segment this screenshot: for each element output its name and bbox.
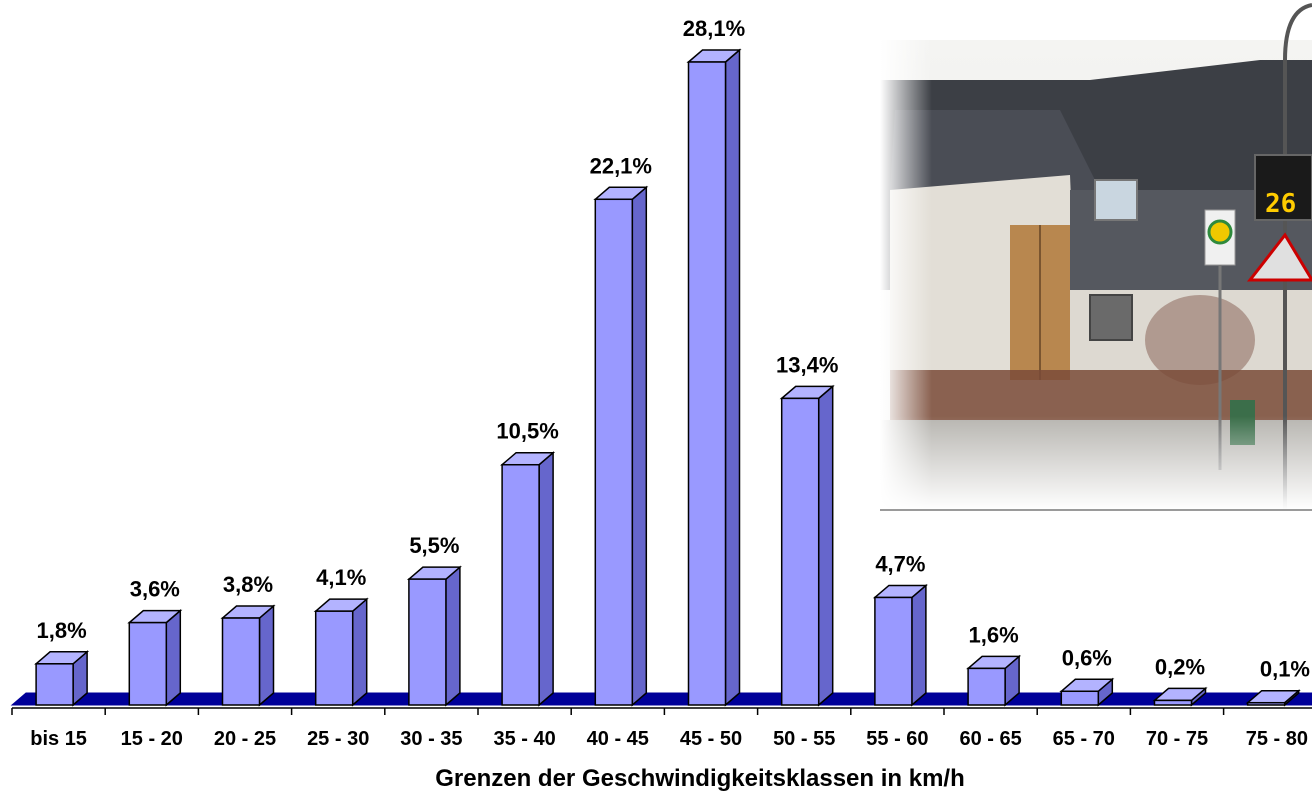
data-label: 0,6% — [1062, 645, 1112, 670]
bar-side — [446, 567, 460, 705]
x-tick-label: 35 - 40 — [493, 728, 555, 750]
bar-8 — [689, 50, 740, 705]
data-label: 13,4% — [776, 352, 838, 377]
x-tick-label: 60 - 65 — [959, 728, 1021, 750]
bar-1 — [36, 652, 87, 705]
bar-3 — [223, 606, 274, 705]
bar-front — [409, 579, 446, 705]
bar-side — [539, 453, 553, 705]
bar-side — [166, 611, 180, 705]
bar-front — [875, 597, 912, 705]
x-axis-label: Grenzen der Geschwindigkeitsklassen in k… — [435, 765, 965, 792]
bar-6 — [502, 453, 553, 705]
data-label: 10,5% — [496, 419, 558, 444]
bar-side — [912, 585, 926, 705]
bar-front — [782, 398, 819, 705]
data-label: 0,2% — [1155, 654, 1205, 679]
x-tick-label: 40 - 45 — [587, 728, 649, 750]
data-label: 28,1% — [683, 16, 745, 41]
x-tick-label: 50 - 55 — [773, 728, 835, 750]
background-photo: 26 — [880, 5, 1312, 510]
data-label: 22,1% — [590, 153, 652, 178]
bar-11 — [968, 656, 1019, 705]
bar-front — [1248, 703, 1285, 705]
x-tick-label: 65 - 70 — [1053, 728, 1115, 750]
bar-front — [689, 62, 726, 705]
bar-side — [632, 187, 646, 705]
data-label: 4,7% — [875, 551, 925, 576]
bar-front — [968, 668, 1005, 705]
data-label: 4,1% — [316, 565, 366, 590]
bar-front — [316, 611, 353, 705]
bar-front — [36, 664, 73, 705]
bar-4 — [316, 599, 367, 705]
bar-side — [819, 386, 833, 705]
bar-front — [1061, 691, 1098, 705]
x-tick-label: 30 - 35 — [400, 728, 462, 750]
bar-7 — [595, 187, 646, 705]
data-label: 5,5% — [409, 533, 459, 558]
bar-front — [1155, 700, 1192, 705]
bar-front — [223, 618, 260, 705]
x-tick-label: 55 - 60 — [866, 728, 928, 750]
data-label: 1,6% — [969, 622, 1019, 647]
bar-side — [260, 606, 274, 705]
data-label: 1,8% — [37, 618, 87, 643]
x-tick-label: 70 - 75 — [1146, 728, 1208, 750]
x-tick-label: 25 - 30 — [307, 728, 369, 750]
chart-floor — [12, 693, 1312, 705]
bar-side — [353, 599, 367, 705]
bar-10 — [875, 585, 926, 705]
bar-2 — [129, 611, 180, 705]
bar-side — [726, 50, 740, 705]
bar-front — [502, 465, 539, 705]
data-label: 3,8% — [223, 572, 273, 597]
data-label: 0,1% — [1260, 657, 1310, 682]
bar-front — [129, 623, 166, 705]
x-tick-label: 20 - 25 — [214, 728, 276, 750]
bar-9 — [782, 386, 833, 705]
x-tick-label: bis 15 — [30, 728, 87, 750]
data-label: 3,6% — [130, 577, 180, 602]
bar-5 — [409, 567, 460, 705]
bar-front — [595, 199, 632, 705]
x-tick-label: 75 - 80 — [1246, 728, 1308, 750]
x-tick-label: 15 - 20 — [121, 728, 183, 750]
x-tick-label: 45 - 50 — [680, 728, 742, 750]
